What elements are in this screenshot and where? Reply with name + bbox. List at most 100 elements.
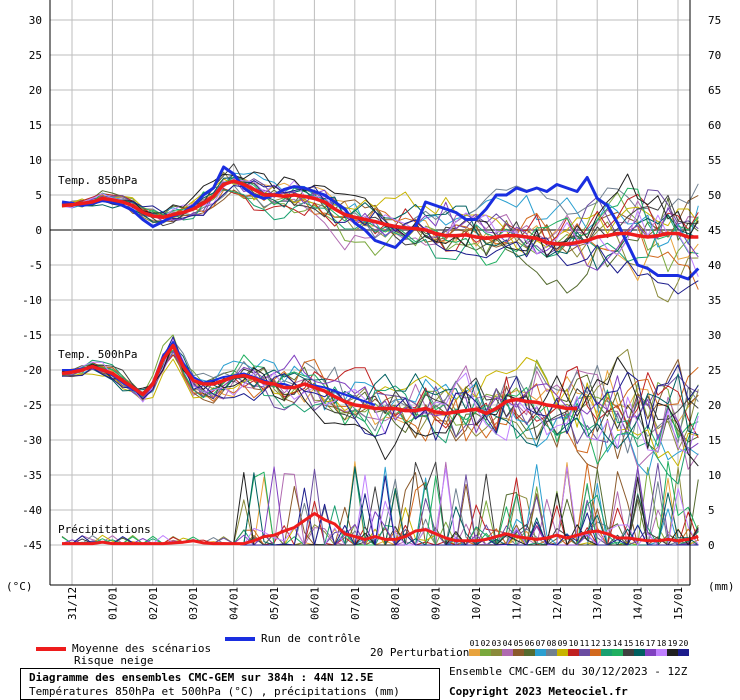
perturbation-swatch [524, 649, 535, 656]
perturbation-swatch-label: 15 [623, 639, 634, 648]
x-tick-label: 02/01 [147, 587, 160, 620]
legend-snow: Risque neige [74, 654, 153, 667]
right-tick-label: 25 [708, 364, 721, 377]
control-swatch [225, 637, 255, 641]
left-tick-label: 5 [35, 189, 42, 202]
t850-control-line [61, 165, 700, 281]
perturbation-t850-line [61, 173, 699, 294]
left-tick-label: 25 [29, 49, 42, 62]
left-tick-label: -30 [22, 434, 42, 447]
x-tick-label: 07/01 [349, 587, 362, 620]
x-tick-label: 04/01 [228, 587, 241, 620]
perturbation-swatch [546, 649, 557, 656]
run-info: Ensemble CMC-GEM du 30/12/2023 - 12Z [449, 665, 688, 678]
perturbation-swatch-label: 04 [502, 639, 513, 648]
precip-mean-line [62, 512, 699, 546]
legend-perturbations-label: 20 Perturbations [370, 646, 476, 659]
x-tick-label: 01/01 [106, 587, 119, 620]
left-tick-label: -40 [22, 504, 42, 517]
t500-mean-line [61, 343, 578, 416]
perturbation-swatch [678, 649, 689, 656]
perturbation-swatch [645, 649, 656, 656]
perturbation-swatch [590, 649, 601, 656]
perturbation-t850-line [61, 189, 699, 290]
perturbation-swatch-label: 10 [568, 639, 579, 648]
perturbation-swatch [469, 649, 480, 656]
x-tick-label: 09/01 [430, 587, 443, 620]
perturbation-t850-line [61, 189, 699, 254]
perturbation-swatch [568, 649, 579, 656]
left-tick-label: -20 [22, 364, 42, 377]
right-tick-label: 55 [708, 154, 721, 167]
right-unit-label: (mm) [708, 580, 735, 593]
right-tick-label: 15 [708, 434, 721, 447]
right-tick-label: 60 [708, 119, 721, 132]
perturbation-swatch [579, 649, 590, 656]
perturbation-swatch-label: 18 [656, 639, 667, 648]
x-tick-label: 08/01 [389, 587, 402, 620]
right-tick-label: 50 [708, 189, 721, 202]
right-tick-label: 45 [708, 224, 721, 237]
perturbation-swatch [557, 649, 568, 656]
perturbation-swatch-label: 13 [601, 639, 612, 648]
x-tick-label: 05/01 [268, 587, 281, 620]
left-tick-label: 30 [29, 14, 42, 27]
legend-perturbations: 20 Perturbations [370, 646, 476, 659]
main-lines [61, 165, 700, 546]
panel-label-t500: Temp. 500hPa [58, 348, 137, 361]
legend-mean-label: Moyenne des scénarios [72, 642, 212, 655]
perturbation-swatch [634, 649, 645, 656]
perturbation-swatch-label: 19 [667, 639, 678, 648]
perturbation-swatch [612, 649, 623, 656]
left-tick-label: -25 [22, 399, 42, 412]
perturbation-precip-line [62, 466, 699, 546]
perturbation-t500-line [61, 350, 699, 451]
left-tick-label: 0 [35, 224, 42, 237]
perturbation-swatch [601, 649, 612, 656]
perturbation-swatch-label: 12 [590, 639, 601, 648]
right-tick-label: 5 [708, 504, 715, 517]
perturbation-t850-line [61, 171, 699, 258]
legend-snow-label: Risque neige [74, 654, 154, 667]
left-tick-label: -35 [22, 469, 42, 482]
panel-label-t850: Temp. 850hPa [58, 174, 137, 187]
perturbation-lines [61, 163, 699, 546]
grid [50, 0, 690, 585]
x-tick-label: 12/01 [551, 587, 564, 620]
left-tick-label: -45 [22, 539, 42, 552]
x-tick-label: 06/01 [308, 587, 321, 620]
left-unit-label: (°C) [6, 580, 33, 593]
x-tick-label: 13/01 [591, 587, 604, 620]
perturbation-swatch [502, 649, 513, 656]
perturbation-swatch [480, 649, 491, 656]
right-tick-label: 35 [708, 294, 721, 307]
axes [49, 0, 691, 586]
x-tick-label: 10/01 [470, 587, 483, 620]
mean-swatch [36, 647, 66, 651]
perturbation-swatch [513, 649, 524, 656]
right-tick-label: 75 [708, 14, 721, 27]
chart-subtitle: Températures 850hPa et 500hPa (°C) , pré… [29, 685, 400, 698]
perturbation-swatch-label: 03 [491, 639, 502, 648]
perturbation-swatch-label: 20 [678, 639, 689, 648]
right-tick-label: 30 [708, 329, 721, 342]
perturbation-swatch-label: 11 [579, 639, 590, 648]
perturbation-swatch-label: 09 [557, 639, 568, 648]
legend-control-label: Run de contrôle [261, 632, 361, 645]
right-tick-label: 70 [708, 49, 721, 62]
right-tick-label: 20 [708, 399, 721, 412]
legend-control: Run de contrôle [225, 632, 360, 645]
perturbation-t500-line [61, 343, 699, 485]
perturbation-swatch [491, 649, 502, 656]
perturbation-swatch-label: 01 [469, 639, 480, 648]
perturbation-swatch-label: 05 [513, 639, 524, 648]
perturbation-swatch [623, 649, 634, 656]
perturbation-t500-line [61, 342, 699, 467]
perturbation-swatch-label: 07 [535, 639, 546, 648]
title-box: Diagramme des ensembles CMC-GEM sur 384h… [20, 668, 440, 700]
x-tick-label: 03/01 [187, 587, 200, 620]
left-tick-label: -10 [22, 294, 42, 307]
left-tick-label: -5 [29, 259, 42, 272]
